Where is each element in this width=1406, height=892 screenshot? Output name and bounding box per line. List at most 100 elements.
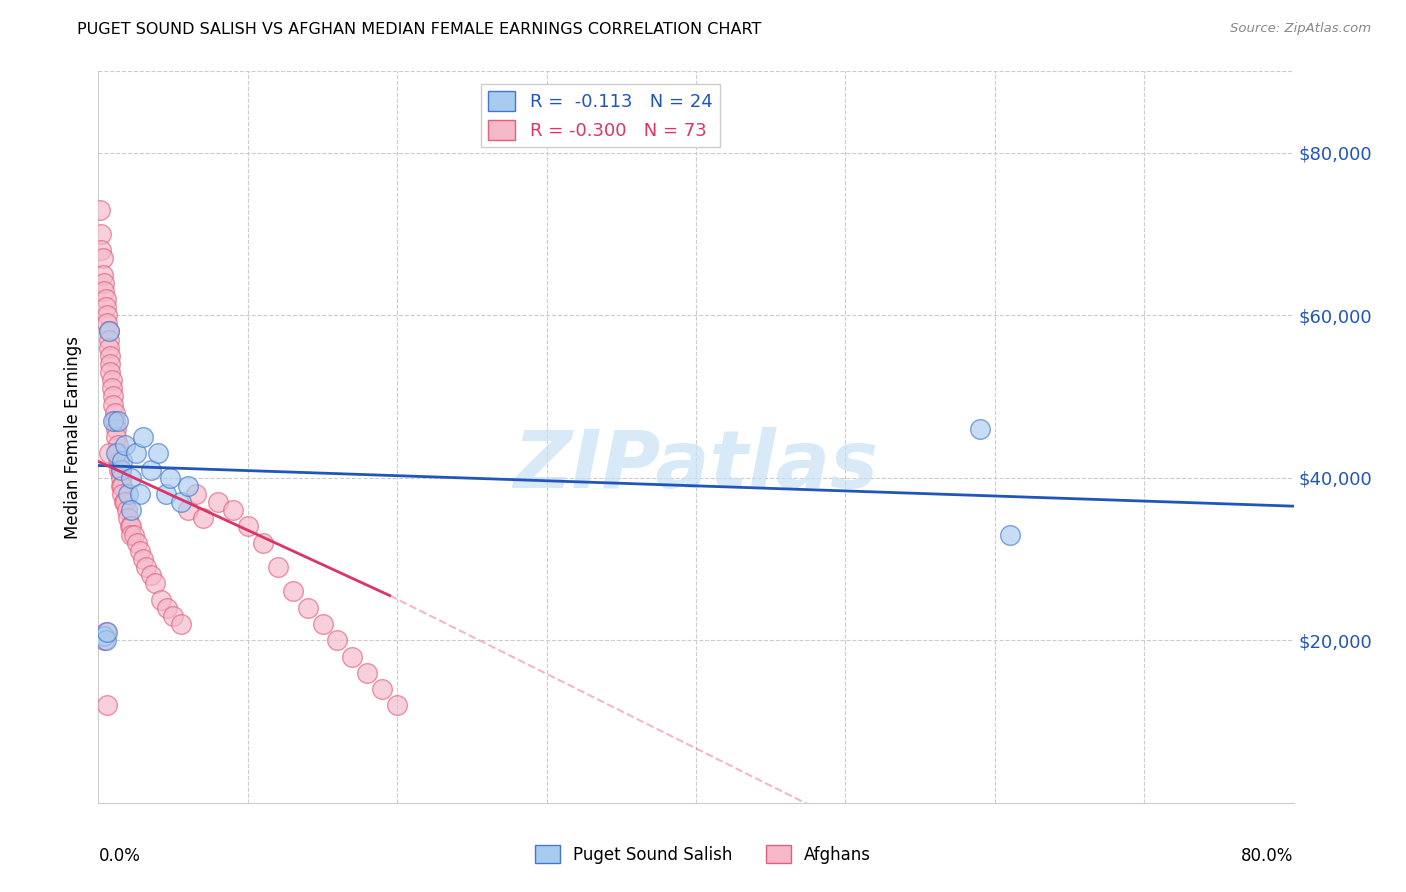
Point	[129, 544, 152, 558]
Point	[184, 487, 207, 501]
Point	[148, 446, 170, 460]
Point	[120, 519, 142, 533]
Point	[108, 454, 131, 468]
Point	[139, 568, 162, 582]
Point	[112, 495, 135, 509]
Point	[110, 479, 132, 493]
Point	[110, 471, 132, 485]
Legend: Puget Sound Salish, Afghans: Puget Sound Salish, Afghans	[529, 838, 877, 871]
Point	[96, 625, 118, 640]
Point	[281, 584, 304, 599]
Point	[96, 308, 118, 322]
Point	[117, 511, 139, 525]
Point	[107, 454, 129, 468]
Point	[111, 487, 134, 501]
Point	[236, 519, 259, 533]
Point	[191, 511, 214, 525]
Point	[207, 495, 229, 509]
Point	[139, 462, 162, 476]
Point	[104, 406, 127, 420]
Point	[124, 527, 146, 541]
Point	[103, 414, 125, 428]
Point	[162, 608, 184, 623]
Point	[143, 576, 166, 591]
Point	[90, 227, 112, 241]
Point	[105, 446, 128, 460]
Point	[969, 422, 991, 436]
Point	[98, 349, 122, 363]
Point	[110, 462, 132, 476]
Point	[98, 365, 122, 379]
Point	[94, 300, 117, 314]
Point	[998, 527, 1021, 541]
Point	[111, 479, 134, 493]
Y-axis label: Median Female Earnings: Median Female Earnings	[65, 335, 83, 539]
Point	[156, 600, 179, 615]
Point	[356, 665, 378, 680]
Point	[107, 438, 129, 452]
Text: PUGET SOUND SALISH VS AFGHAN MEDIAN FEMALE EARNINGS CORRELATION CHART: PUGET SOUND SALISH VS AFGHAN MEDIAN FEMA…	[77, 22, 762, 37]
Point	[97, 446, 120, 460]
Point	[94, 292, 117, 306]
Point	[103, 398, 125, 412]
Text: 0.0%: 0.0%	[98, 847, 141, 864]
Point	[91, 268, 114, 282]
Point	[297, 600, 319, 615]
Point	[326, 633, 349, 648]
Point	[93, 276, 115, 290]
Point	[111, 454, 134, 468]
Point	[155, 487, 177, 501]
Point	[135, 560, 157, 574]
Point	[91, 252, 114, 266]
Point	[120, 471, 142, 485]
Point	[169, 617, 191, 632]
Point	[150, 592, 173, 607]
Point	[107, 446, 129, 460]
Point	[89, 202, 111, 217]
Point	[222, 503, 245, 517]
Point	[94, 625, 117, 640]
Text: 80.0%: 80.0%	[1241, 847, 1294, 864]
Point	[110, 462, 132, 476]
Point	[118, 519, 141, 533]
Point	[120, 503, 142, 517]
Point	[129, 487, 152, 501]
Legend: R =  -0.113   N = 24, R = -0.300   N = 73: R = -0.113 N = 24, R = -0.300 N = 73	[481, 84, 720, 147]
Text: ZIPatlas: ZIPatlas	[513, 427, 879, 506]
Point	[132, 430, 155, 444]
Point	[93, 629, 115, 643]
Point	[169, 495, 191, 509]
Point	[97, 325, 120, 339]
Point	[96, 698, 118, 713]
Point	[371, 681, 394, 696]
Point	[159, 471, 181, 485]
Point	[108, 462, 131, 476]
Point	[97, 341, 120, 355]
Point	[114, 438, 136, 452]
Point	[120, 527, 142, 541]
Point	[90, 243, 112, 257]
Point	[97, 333, 120, 347]
Point	[103, 389, 125, 403]
Point	[93, 284, 115, 298]
Point	[101, 373, 124, 387]
Text: Source: ZipAtlas.com: Source: ZipAtlas.com	[1230, 22, 1371, 36]
Point	[267, 560, 290, 574]
Point	[385, 698, 409, 713]
Point	[252, 535, 274, 549]
Point	[311, 617, 333, 632]
Point	[105, 422, 128, 436]
Point	[98, 357, 122, 371]
Point	[177, 479, 200, 493]
Point	[177, 503, 200, 517]
Point	[101, 381, 124, 395]
Point	[132, 552, 155, 566]
Point	[97, 325, 120, 339]
Point	[125, 446, 148, 460]
Point	[115, 503, 138, 517]
Point	[104, 414, 127, 428]
Point	[94, 633, 117, 648]
Point	[93, 633, 115, 648]
Point	[96, 316, 118, 330]
Point	[114, 495, 136, 509]
